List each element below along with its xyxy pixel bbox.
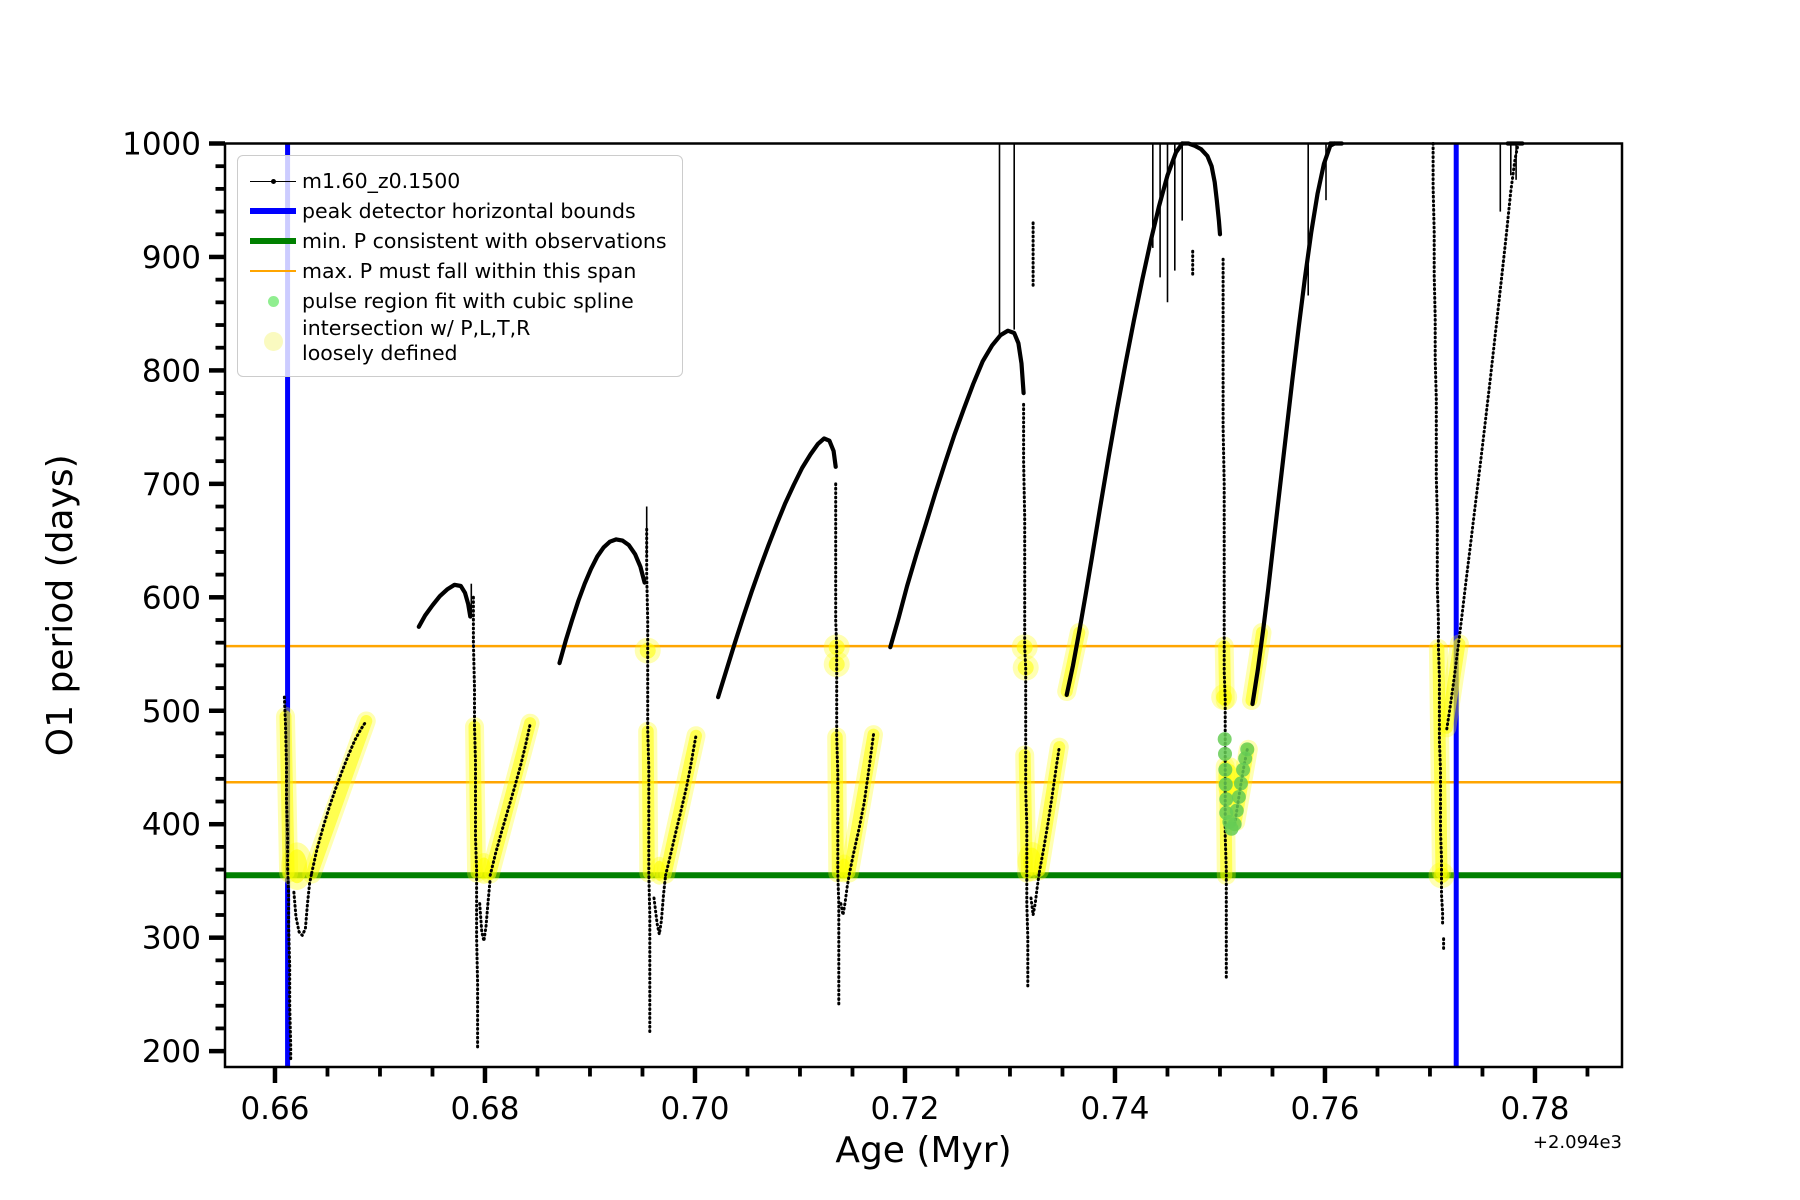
green-dot-swatch — [244, 295, 302, 307]
y-tick-label: 700 — [142, 467, 201, 503]
axis-labels: Age (Myr) O1 period (days) +2.094e3 — [40, 454, 1622, 1171]
x-tick-label: 0.70 — [660, 1091, 729, 1127]
pulse-region-spline-dots — [1217, 732, 1255, 836]
green-line-swatch — [244, 238, 302, 244]
x-tick-label: 0.74 — [1080, 1091, 1149, 1127]
y-tick-label: 500 — [142, 694, 201, 730]
y-tick-label: 1000 — [122, 127, 201, 163]
legend-item-intersection: intersection w/ P,L,T,R loosely defined — [244, 316, 670, 366]
x-axis-label: Age (Myr) — [835, 1130, 1011, 1171]
x-axis-offset-text: +2.094e3 — [1533, 1132, 1622, 1153]
axes: 0.66 0.68 0.70 0.72 0.74 0.76 0.78 200 300 400 500… — [122, 127, 1624, 1127]
x-tick-label: 0.66 — [240, 1091, 309, 1127]
legend-label: m1.60_z0.1500 — [302, 168, 461, 193]
y-tick-label: 200 — [142, 1034, 201, 1070]
x-tick-label: 0.76 — [1290, 1091, 1359, 1127]
legend-label: min. P consistent with observations — [302, 228, 667, 253]
y-tick-label: 400 — [142, 807, 201, 843]
legend-item-max-p: max. P must fall within this span — [244, 256, 670, 286]
legend-label: peak detector horizontal bounds — [302, 198, 636, 223]
legend-label: intersection w/ P,L,T,R loosely defined — [302, 316, 531, 365]
plot-spines — [223, 142, 1624, 1069]
legend-item-series: m1.60_z0.1500 — [244, 166, 670, 196]
legend: m1.60_z0.1500 peak detector horizontal b… — [237, 155, 683, 377]
y-tick-label: 800 — [142, 353, 201, 389]
x-tick-label: 0.72 — [870, 1091, 939, 1127]
legend-item-pulse-region: pulse region fit with cubic spline — [244, 286, 670, 316]
x-tick-label: 0.68 — [450, 1091, 519, 1127]
legend-item-min-p: min. P consistent with observations — [244, 226, 670, 256]
legend-item-peak-bounds: peak detector horizontal bounds — [244, 196, 670, 226]
y-tick-label: 600 — [142, 580, 201, 616]
x-tick-label: 0.78 — [1500, 1091, 1569, 1127]
blue-line-swatch — [244, 208, 302, 214]
y-tick-label: 900 — [142, 240, 201, 276]
y-tick-label: 300 — [142, 921, 201, 957]
orange-line-swatch — [244, 270, 302, 272]
series-m1.60_z0.1500 — [282, 141, 1525, 1062]
y-axis-label: O1 period (days) — [40, 454, 81, 756]
legend-label: max. P must fall within this span — [302, 258, 637, 283]
series-line-swatch — [244, 178, 302, 184]
legend-label: pulse region fit with cubic spline — [302, 288, 634, 313]
yellow-dot-swatch — [244, 331, 302, 351]
